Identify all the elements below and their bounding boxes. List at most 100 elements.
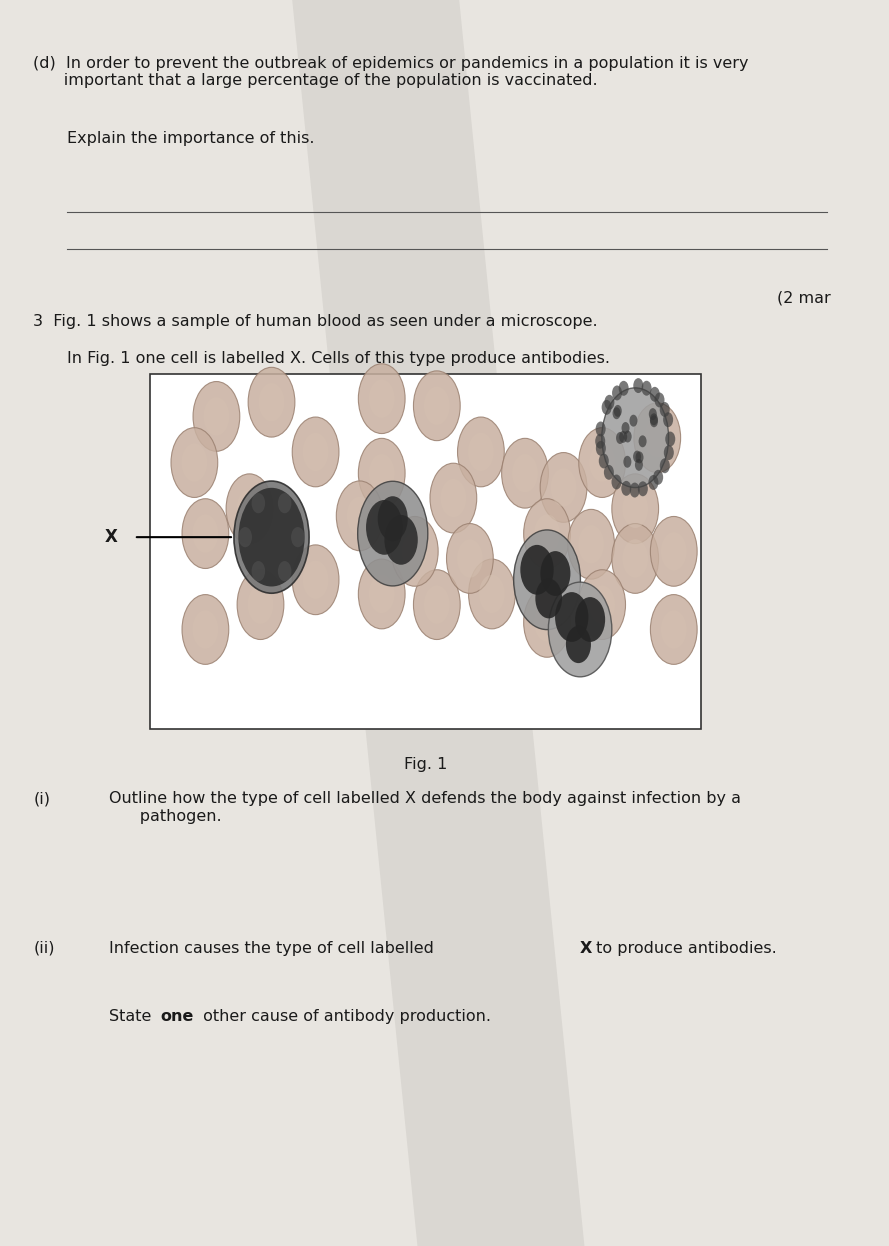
FancyBboxPatch shape [150, 374, 701, 729]
Circle shape [446, 523, 493, 593]
Circle shape [636, 451, 644, 464]
Circle shape [278, 561, 292, 581]
Circle shape [612, 523, 659, 593]
Circle shape [237, 569, 284, 639]
Circle shape [479, 574, 505, 613]
Circle shape [303, 432, 328, 471]
Circle shape [369, 454, 395, 492]
Text: one: one [160, 1009, 194, 1024]
Circle shape [391, 516, 438, 587]
Circle shape [566, 625, 591, 663]
Circle shape [181, 444, 207, 482]
Circle shape [424, 386, 450, 425]
Circle shape [624, 431, 632, 442]
Circle shape [633, 451, 641, 462]
Circle shape [171, 427, 218, 497]
Circle shape [619, 431, 627, 442]
Circle shape [259, 383, 284, 421]
Circle shape [248, 586, 273, 624]
Circle shape [226, 473, 273, 543]
Circle shape [596, 434, 605, 449]
Circle shape [629, 415, 637, 426]
Circle shape [602, 388, 669, 487]
Text: (2 mar: (2 mar [777, 290, 830, 305]
Circle shape [182, 498, 228, 568]
Circle shape [534, 603, 560, 642]
Circle shape [369, 380, 395, 417]
Circle shape [193, 611, 218, 649]
Circle shape [193, 515, 218, 553]
Circle shape [612, 473, 659, 543]
Circle shape [622, 540, 648, 578]
Circle shape [358, 559, 405, 629]
Circle shape [402, 532, 428, 571]
Text: In Fig. 1 one cell is labelled X. Cells of this type produce antibodies.: In Fig. 1 one cell is labelled X. Cells … [67, 351, 610, 366]
Circle shape [430, 464, 477, 533]
Circle shape [637, 481, 648, 496]
Circle shape [248, 368, 295, 437]
Text: to produce antibodies.: to produce antibodies. [591, 941, 777, 956]
Circle shape [645, 419, 670, 457]
Circle shape [358, 364, 405, 434]
Circle shape [458, 417, 504, 487]
Circle shape [650, 414, 658, 425]
Circle shape [457, 540, 483, 578]
Circle shape [654, 392, 664, 407]
Circle shape [635, 459, 643, 471]
Circle shape [534, 515, 560, 553]
Circle shape [204, 397, 229, 436]
Circle shape [303, 561, 328, 599]
Circle shape [384, 515, 418, 564]
Circle shape [347, 497, 372, 535]
Circle shape [541, 551, 571, 596]
Circle shape [252, 493, 265, 513]
Circle shape [661, 611, 686, 649]
Circle shape [278, 493, 292, 513]
Circle shape [550, 468, 576, 507]
Circle shape [413, 371, 461, 441]
Circle shape [649, 409, 657, 420]
Circle shape [634, 402, 681, 472]
Circle shape [599, 454, 609, 468]
Circle shape [579, 427, 626, 497]
Circle shape [238, 488, 305, 587]
Circle shape [650, 386, 660, 401]
Circle shape [589, 586, 615, 624]
Circle shape [602, 400, 612, 415]
Circle shape [623, 456, 631, 467]
Text: 3  Fig. 1 shows a sample of human blood as seen under a microscope.: 3 Fig. 1 shows a sample of human blood a… [34, 314, 598, 329]
Text: Outline how the type of cell labelled X defends the body against infection by a
: Outline how the type of cell labelled X … [108, 791, 741, 824]
Circle shape [413, 569, 461, 639]
Circle shape [653, 470, 663, 485]
Circle shape [613, 407, 621, 419]
Circle shape [292, 545, 339, 614]
Circle shape [291, 527, 305, 547]
Circle shape [468, 432, 493, 471]
Circle shape [578, 525, 604, 563]
Circle shape [579, 569, 626, 639]
Circle shape [616, 432, 624, 444]
Circle shape [369, 574, 395, 613]
Circle shape [589, 444, 615, 482]
Text: (ii): (ii) [34, 941, 55, 956]
Circle shape [535, 578, 562, 618]
Polygon shape [292, 0, 584, 1246]
Circle shape [424, 586, 450, 624]
Circle shape [621, 481, 631, 496]
Text: Fig. 1: Fig. 1 [404, 758, 447, 773]
Circle shape [524, 588, 571, 658]
Text: Explain the importance of this.: Explain the importance of this. [67, 131, 315, 146]
Circle shape [613, 405, 621, 417]
Circle shape [619, 381, 629, 396]
Circle shape [514, 530, 581, 629]
Circle shape [665, 431, 676, 446]
Text: Infection causes the type of cell labelled: Infection causes the type of cell labell… [108, 941, 438, 956]
Text: X: X [104, 528, 117, 546]
Circle shape [549, 582, 612, 677]
Circle shape [605, 395, 614, 410]
Circle shape [612, 475, 621, 490]
Circle shape [663, 412, 673, 427]
Circle shape [660, 402, 669, 417]
Circle shape [512, 454, 538, 492]
Circle shape [661, 532, 686, 571]
